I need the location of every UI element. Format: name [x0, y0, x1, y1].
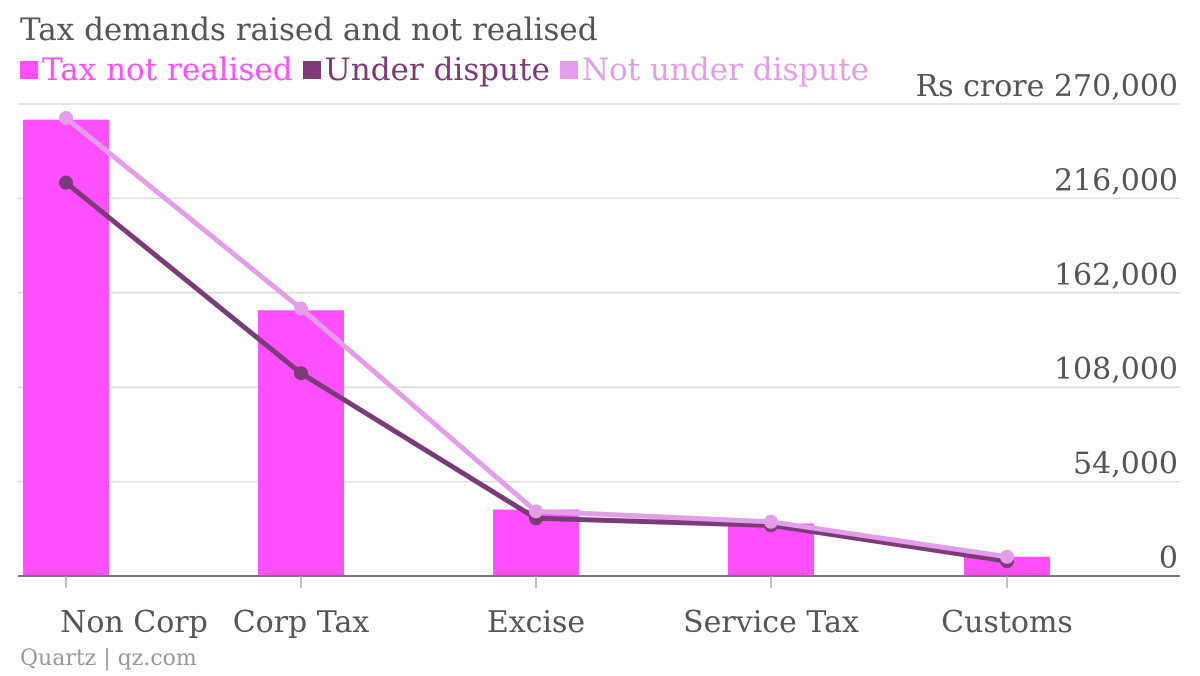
x-tick-label: Customs [941, 605, 1073, 640]
y-tick-label: 54,000 [1073, 447, 1178, 482]
point-under-dispute [294, 366, 308, 381]
legend-label-under-dispute: Under dispute [324, 52, 550, 88]
legend-swatch-under-dispute [302, 61, 321, 79]
bar-tax-not-realised [23, 119, 109, 576]
legend: Tax not realised Under dispute Not under… [20, 52, 869, 88]
point-under-dispute [59, 175, 73, 190]
legend-swatch-not-under-dispute [559, 61, 578, 79]
chart-title: Tax demands raised and not realised [20, 12, 598, 48]
line-not-under-dispute [63, 115, 1010, 560]
legend-item-under-dispute: Under dispute [302, 52, 550, 88]
y-tick-label: 0 [1159, 541, 1178, 576]
bar-tax-not-realised [258, 310, 344, 576]
point-not-under-dispute [764, 514, 778, 529]
y-tick-label: 108,000 [1054, 352, 1178, 387]
x-tick-label: Corp Tax [233, 605, 370, 640]
y-tick-label: 162,000 [1054, 258, 1178, 293]
legend-label-tax-not-realised: Tax not realised [42, 52, 293, 88]
point-not-under-dispute [294, 301, 308, 316]
legend-swatch-tax-not-realised [20, 61, 38, 79]
y-tick-label: Rs crore 270,000 [916, 69, 1178, 104]
point-not-under-dispute [1000, 549, 1014, 564]
legend-item-tax-not-realised: Tax not realised [20, 52, 293, 88]
legend-label-not-under-dispute: Not under dispute [581, 52, 870, 88]
y-tick-label: 216,000 [1054, 163, 1178, 198]
axis-layer: 0 54,000 108,000 162,000 216,000 Rs crore 270… [18, 69, 1180, 640]
bar-layer [23, 119, 1050, 576]
point-not-under-dispute [59, 110, 73, 125]
grid-layer [18, 103, 1180, 483]
legend-item-not-under-dispute: Not under dispute [559, 52, 870, 88]
x-tick-label: Non Corp [60, 605, 208, 640]
source-credit: Quartz | qz.com [20, 646, 197, 671]
x-tick-label: Excise [487, 605, 585, 640]
x-tick-label: Service Tax [683, 605, 859, 640]
line-layer [59, 110, 1014, 569]
point-not-under-dispute [529, 504, 543, 519]
